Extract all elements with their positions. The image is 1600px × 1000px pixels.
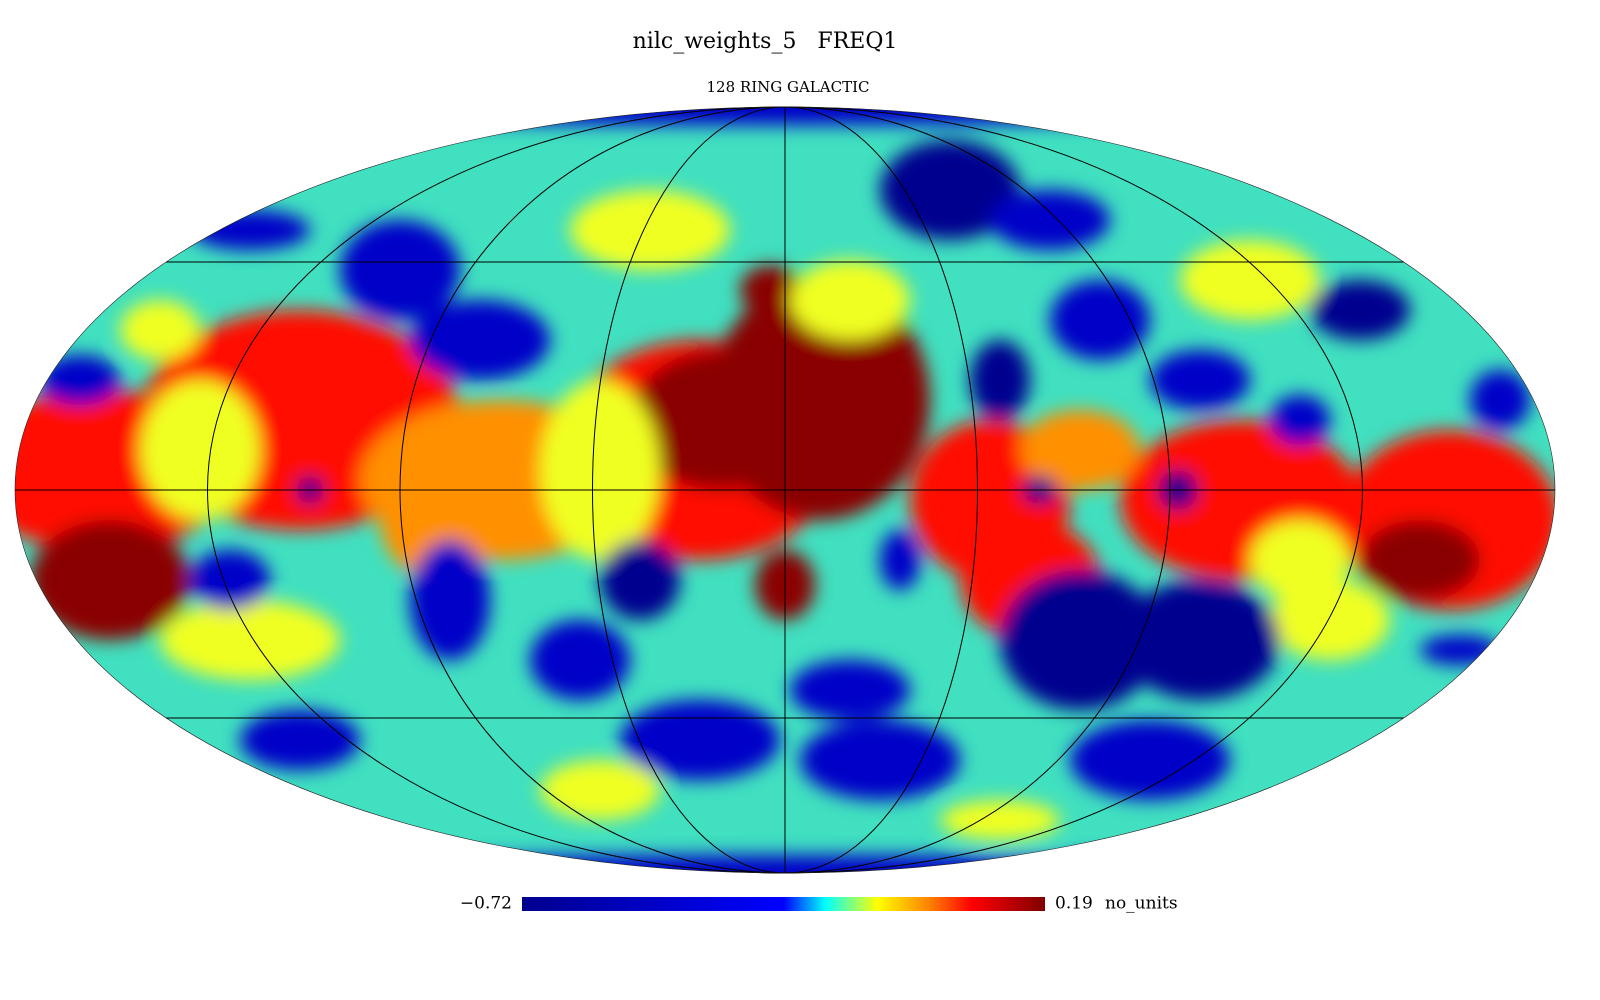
sky-blob (340, 220, 460, 320)
sky-map (15, 107, 1555, 873)
sky-blob (1470, 370, 1530, 430)
sky-blob (790, 260, 910, 340)
sky-blob (880, 140, 1020, 240)
sky-blob (790, 660, 910, 720)
sky-blob (190, 210, 310, 250)
sky-blob (940, 800, 1060, 840)
colorbar-max-label: 0.19 (1055, 894, 1093, 914)
sky-blob (1020, 410, 1140, 490)
sky-blob (30, 520, 190, 640)
sky-blob (1150, 350, 1250, 410)
sky-blob (120, 300, 200, 360)
sky-blob (800, 720, 960, 800)
sky-blob (540, 380, 660, 560)
sky-blob (410, 300, 550, 380)
sky-blob (600, 540, 680, 620)
sky-blob (410, 540, 490, 660)
sky-blob (1420, 635, 1500, 665)
sky-blob (1120, 580, 1280, 700)
sky-blob (240, 710, 360, 770)
sky-blob (1270, 395, 1330, 445)
sky-blob (740, 265, 800, 315)
sky-blob (1000, 570, 1160, 710)
sky-blob (570, 190, 730, 270)
sky-blob (1180, 240, 1320, 320)
sky-blob (1250, 520, 1350, 600)
sky-blob (880, 530, 920, 590)
sky-blob (970, 340, 1030, 420)
sky-blob (140, 380, 260, 520)
map-subtitle: 128 RING GALACTIC (707, 78, 870, 96)
sky-blob (530, 620, 630, 700)
sky-blob (990, 190, 1110, 250)
colorbar-min-label: −0.72 (460, 894, 512, 914)
sky-blob (1050, 280, 1150, 360)
sky-blob (620, 700, 780, 780)
sky-outline (14, 106, 1556, 874)
sky-blob (190, 550, 270, 610)
colorbar (522, 897, 1045, 911)
sky-blob (160, 600, 340, 680)
sky-blob (630, 350, 810, 490)
sky-blob (1360, 520, 1480, 600)
sky-blob (540, 760, 660, 820)
colorbar-unit: no_units (1105, 894, 1178, 914)
sky-blob (1070, 720, 1230, 800)
map-title: nilc_weights_5 FREQ1 (633, 29, 898, 54)
sky-blob (40, 355, 120, 405)
sky-blob (1310, 280, 1410, 340)
graticule (15, 106, 1555, 874)
